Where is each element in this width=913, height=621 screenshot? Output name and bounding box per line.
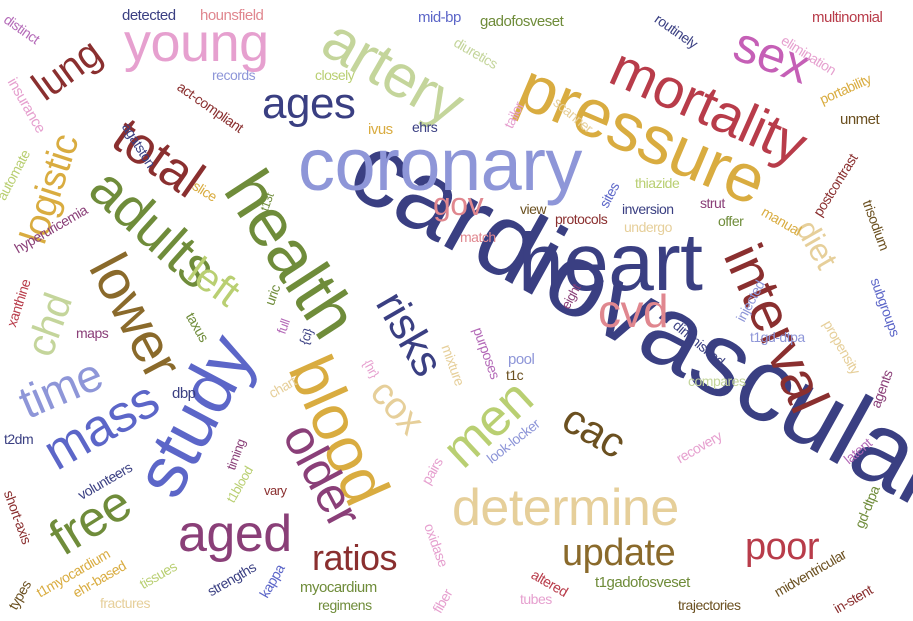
word-trajectories: trajectories bbox=[678, 597, 741, 613]
word-kappa: kappa bbox=[255, 561, 288, 601]
word-manual: manual bbox=[758, 203, 805, 239]
word-trisodium: trisodium bbox=[859, 197, 893, 253]
word-t1blood: t1blood bbox=[223, 463, 256, 506]
word-multinomial: multinomial bbox=[812, 9, 883, 26]
word-postcontrast: postcontrast bbox=[809, 150, 861, 220]
word-oxidase: oxidase bbox=[421, 521, 452, 569]
word-detected: detected bbox=[122, 7, 176, 24]
word-records: records bbox=[212, 67, 256, 83]
word-portability: portability bbox=[817, 70, 874, 108]
word-pairs: pairs bbox=[418, 454, 446, 488]
word-thiazide: thiazide bbox=[635, 175, 680, 191]
word-short-axis: short-axis bbox=[0, 488, 35, 546]
word-tissues: tissues bbox=[136, 558, 180, 592]
word-aged: aged bbox=[178, 505, 292, 563]
word-pool: pool bbox=[508, 351, 535, 368]
word-routinely: routinely bbox=[651, 10, 701, 52]
word-unmet: unmet bbox=[840, 111, 880, 128]
word-strengths: strengths bbox=[204, 558, 259, 600]
word-closely: closely bbox=[315, 67, 355, 83]
word-subgroups: subgroups bbox=[867, 275, 904, 339]
word-t2dm: t2dm bbox=[4, 431, 34, 447]
word-view: view bbox=[520, 201, 547, 217]
word-t1c: t1c bbox=[506, 367, 524, 383]
word-maps: maps bbox=[76, 325, 109, 341]
word-types: types bbox=[4, 577, 35, 613]
word-ratios: ratios bbox=[312, 537, 398, 578]
word-cvd: cvd bbox=[598, 285, 669, 337]
word-act-compliant: act-compliant bbox=[174, 78, 247, 136]
word-mixture: mixture bbox=[438, 342, 468, 388]
word-purposes: purposes bbox=[470, 325, 504, 381]
word-recovery: recovery bbox=[673, 427, 725, 467]
word-in-stent: in-stent bbox=[830, 581, 876, 617]
word-hr: {hr} bbox=[360, 356, 383, 381]
word-poor: poor bbox=[745, 526, 820, 568]
word-tubes: tubes bbox=[520, 591, 552, 607]
word-young: young bbox=[124, 13, 269, 73]
word-regimens: regimens bbox=[318, 597, 372, 613]
word-distinct: distinct bbox=[0, 11, 43, 47]
word-mid-bp: mid-bp bbox=[418, 9, 461, 26]
word-t1gadofosveset: t1gadofosveset bbox=[595, 574, 690, 591]
word-fiber: fiber bbox=[429, 586, 456, 616]
word-taxus: taxus bbox=[182, 309, 213, 345]
word-heart: heart bbox=[518, 217, 703, 308]
word-ivus: ivus bbox=[368, 121, 393, 138]
word-inversion: inversion bbox=[622, 201, 674, 217]
word-undergo: undergo bbox=[624, 219, 672, 235]
word-update: update bbox=[562, 532, 676, 574]
word-gov: gov bbox=[433, 186, 484, 222]
word-coronary: coronary bbox=[298, 123, 582, 206]
word-ages: ages bbox=[262, 79, 356, 128]
word-determine: determine bbox=[452, 479, 679, 537]
word-vary: vary bbox=[264, 483, 287, 498]
word-diuretics: diuretics bbox=[451, 34, 501, 72]
word-full: full bbox=[273, 317, 293, 336]
word-fractures: fractures bbox=[100, 595, 150, 611]
word-lung: lung bbox=[24, 30, 110, 110]
word-compares: compares bbox=[688, 373, 746, 389]
word-myocardium: myocardium bbox=[300, 579, 377, 596]
word-protocols: protocols bbox=[555, 211, 608, 227]
word-dbp: dbp bbox=[172, 385, 196, 402]
word-offer: offer bbox=[718, 213, 744, 229]
word-ehrs: ehrs bbox=[412, 119, 438, 135]
word-strut: strut bbox=[700, 195, 725, 211]
word-gadofosveset: gadofosveset bbox=[480, 13, 564, 30]
word-chd: chd bbox=[18, 287, 81, 363]
word-t1gd-dtpa: t1gd-dtpa bbox=[750, 329, 805, 345]
word-hounsfield: hounsfield bbox=[200, 7, 264, 24]
word-sites: sites bbox=[595, 179, 623, 211]
word-match: match bbox=[460, 229, 496, 245]
word-cac: cac bbox=[554, 394, 634, 467]
